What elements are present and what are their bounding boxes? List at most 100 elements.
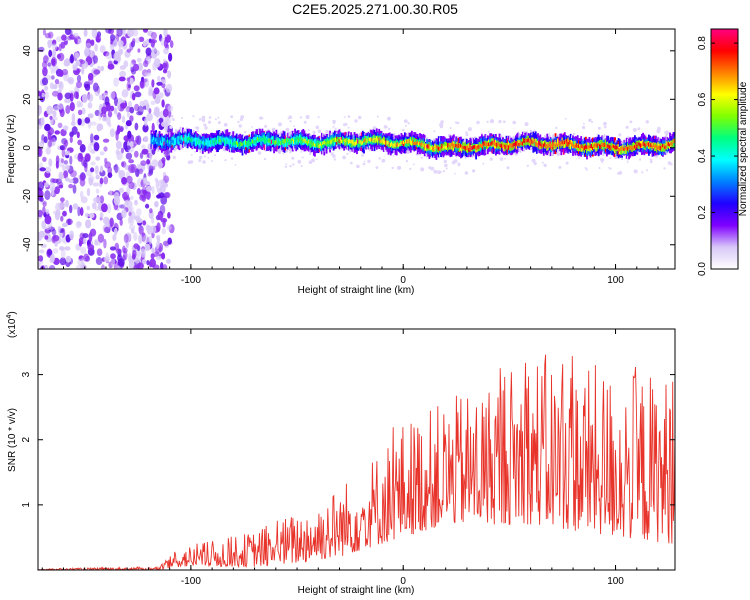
snr-scale-close: ) xyxy=(7,311,18,314)
faint-speckle xyxy=(433,130,436,133)
faint-speckle xyxy=(289,120,292,123)
faint-speckle xyxy=(172,155,176,159)
noise-speckle xyxy=(151,247,155,253)
signal-cell xyxy=(667,142,670,146)
signal-cell xyxy=(280,141,282,145)
signal-cell xyxy=(526,139,529,143)
noise-speckle xyxy=(61,222,69,228)
signal-cell xyxy=(331,138,334,143)
signal-cell xyxy=(171,139,174,143)
signal-cell xyxy=(443,145,446,149)
noise-speckle xyxy=(38,230,46,238)
signal-cell xyxy=(556,138,559,147)
noise-speckle xyxy=(106,203,112,214)
x-tick-label: 0 xyxy=(400,275,406,286)
noise-speckle xyxy=(162,108,169,118)
noise-speckle xyxy=(161,121,167,127)
noise-speckle xyxy=(94,43,98,52)
noise-speckle xyxy=(128,101,132,108)
faint-speckle xyxy=(300,165,303,167)
faint-speckle xyxy=(346,152,349,155)
faint-speckle xyxy=(456,121,460,125)
noise-speckle xyxy=(64,246,71,251)
faint-speckle xyxy=(430,166,434,171)
signal-cell xyxy=(350,139,352,144)
signal-cell xyxy=(295,138,298,143)
noise-speckle xyxy=(68,178,74,184)
signal-cell xyxy=(455,143,458,148)
noise-speckle xyxy=(144,243,151,251)
noise-speckle xyxy=(109,246,116,251)
faint-speckle xyxy=(609,167,612,170)
signal-cell xyxy=(284,139,287,143)
signal-cell xyxy=(156,137,159,142)
faint-speckle xyxy=(489,157,493,161)
signal-cell xyxy=(444,141,447,149)
noise-speckle xyxy=(55,209,61,217)
signal-cell xyxy=(627,147,629,151)
signal-cell xyxy=(172,139,175,144)
noise-speckle xyxy=(77,118,82,126)
signal-cell xyxy=(374,138,377,143)
noise-speckle xyxy=(167,212,171,219)
signal-cell xyxy=(268,138,271,143)
faint-speckle xyxy=(347,126,350,129)
signal-cell xyxy=(646,141,649,146)
noise-speckle xyxy=(99,177,104,185)
signal-cell xyxy=(639,143,642,148)
signal-cell xyxy=(548,142,551,148)
signal-cell xyxy=(342,140,344,144)
signal-cell xyxy=(567,142,570,147)
noise-speckle xyxy=(87,244,95,251)
signal-cell xyxy=(194,138,197,143)
noise-speckle xyxy=(166,258,171,264)
noise-speckle xyxy=(98,94,103,100)
noise-speckle xyxy=(143,177,147,185)
noise-speckle xyxy=(167,105,174,112)
signal-cell xyxy=(382,139,385,144)
noise-speckle xyxy=(139,100,145,107)
noise-speckle xyxy=(161,252,166,260)
faint-speckle xyxy=(284,165,288,168)
noise-speckle xyxy=(151,216,155,224)
noise-speckle xyxy=(142,29,149,33)
signal-cell xyxy=(258,137,260,143)
noise-speckle xyxy=(51,43,58,51)
signal-cell xyxy=(615,146,618,155)
signal-cell xyxy=(450,142,453,150)
noise-speckle xyxy=(104,157,108,164)
faint-speckle xyxy=(376,115,379,118)
signal-cell xyxy=(310,141,313,145)
noise-speckle xyxy=(115,248,122,254)
faint-speckle xyxy=(405,159,409,163)
signal-cell xyxy=(589,144,592,152)
faint-speckle xyxy=(480,132,483,135)
snr-scale-label: (x104) xyxy=(6,311,18,338)
noise-speckle xyxy=(62,210,67,217)
signal-cell xyxy=(152,136,155,145)
signal-cell xyxy=(665,145,668,149)
noise-speckle xyxy=(126,112,131,118)
faint-speckle xyxy=(267,128,270,131)
signal-cell xyxy=(579,146,581,151)
faint-speckle xyxy=(465,131,468,134)
noise-speckle xyxy=(136,111,143,116)
noise-speckle xyxy=(121,115,126,124)
signal-cell xyxy=(559,142,562,147)
signal-cell xyxy=(481,144,483,148)
noise-speckle xyxy=(91,29,98,38)
noise-speckle xyxy=(77,109,83,116)
noise-speckle xyxy=(52,90,59,97)
signal-cell xyxy=(581,145,584,152)
noise-speckle xyxy=(81,107,86,115)
signal-cell xyxy=(471,146,474,150)
signal-cell xyxy=(261,138,264,142)
noise-speckle xyxy=(138,168,143,175)
noise-speckle xyxy=(120,147,124,154)
faint-speckle xyxy=(317,116,320,119)
faint-speckle xyxy=(163,154,166,157)
signal-cell xyxy=(247,141,250,146)
noise-speckle xyxy=(69,101,75,112)
signal-cell xyxy=(541,144,544,149)
noise-speckle xyxy=(76,131,80,139)
